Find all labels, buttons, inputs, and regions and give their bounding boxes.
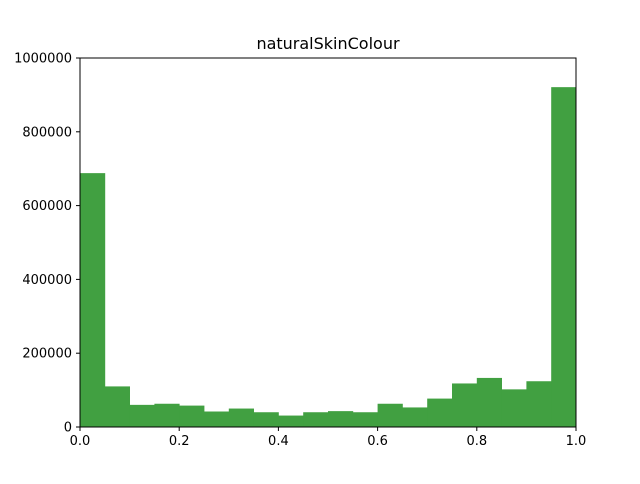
- bars-layer: [80, 87, 577, 428]
- histogram-bar-13: [402, 407, 428, 427]
- histogram-bar-4: [179, 405, 205, 427]
- plot-area-frame: [79, 57, 577, 428]
- histogram-bar-15: [452, 383, 478, 427]
- x-tick-label-0: 0.0: [70, 434, 91, 449]
- x-tick-label-1: 0.2: [169, 434, 190, 449]
- x-tick-label-2: 0.4: [268, 434, 289, 449]
- histogram-bar-0: [80, 173, 106, 427]
- y-tick-label-3: 600000: [22, 199, 72, 214]
- histogram-bar-14: [427, 398, 453, 427]
- histogram-bar-1: [104, 386, 130, 427]
- y-tick-label-5: 1000000: [14, 52, 72, 67]
- y-tick-label-0: 0: [64, 421, 72, 436]
- chart-title: naturalSkinColour: [256, 34, 400, 53]
- histogram-bar-18: [526, 381, 552, 427]
- histogram-bar-9: [303, 412, 329, 427]
- y-tick-label-4: 800000: [22, 125, 72, 140]
- x-tick-label-3: 0.6: [367, 434, 388, 449]
- y-tick-label-1: 200000: [22, 347, 72, 362]
- histogram-bar-11: [352, 412, 378, 427]
- histogram-bar-16: [476, 377, 502, 427]
- x-axis-ticks: 0.0 0.2 0.4 0.6 0.8 1.0: [70, 427, 587, 449]
- y-tick-label-2: 400000: [22, 273, 72, 288]
- histogram-bar-10: [328, 411, 354, 427]
- histogram-bar-5: [204, 411, 230, 427]
- y-axis-ticks: 0 200000 400000 600000 800000 1000000: [14, 52, 80, 436]
- histogram-bar-6: [228, 408, 254, 427]
- histogram-bar-8: [278, 415, 304, 427]
- histogram-bar-17: [501, 389, 527, 427]
- x-tick-label-5: 1.0: [566, 434, 587, 449]
- histogram-bar-3: [154, 403, 180, 427]
- histogram-bar-19: [551, 87, 577, 428]
- histogram-bar-2: [129, 404, 155, 427]
- x-tick-label-4: 0.8: [466, 434, 487, 449]
- histogram-bar-12: [377, 403, 403, 427]
- histogram-bar-7: [253, 412, 279, 427]
